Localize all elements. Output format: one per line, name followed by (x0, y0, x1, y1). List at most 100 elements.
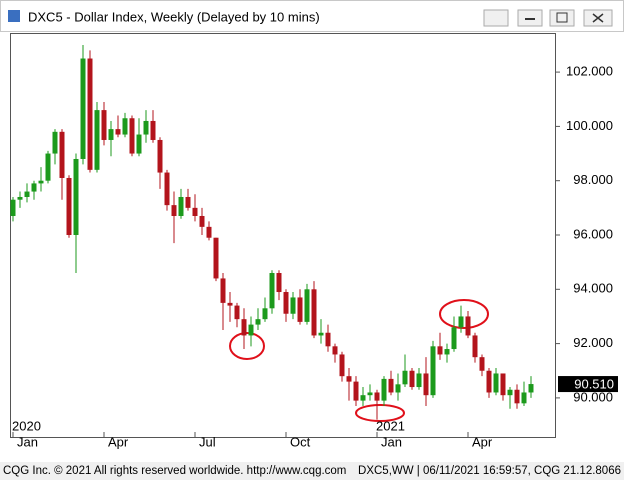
candle-body (10, 199, 16, 216)
year-label: 2021 (376, 418, 405, 433)
candle-body (472, 335, 478, 358)
link-button[interactable] (483, 9, 509, 27)
candle-body (514, 389, 520, 404)
candle-body (38, 180, 44, 184)
candle-body (129, 118, 135, 154)
candle-body (234, 305, 240, 320)
y-tick-label: 102.000 (566, 64, 613, 79)
candle-body (150, 120, 156, 140)
candle-body (318, 332, 324, 336)
candle-body (276, 273, 282, 293)
candle-body (31, 183, 37, 192)
app-icon (8, 10, 20, 22)
candle-body (332, 346, 338, 355)
candle-body (227, 302, 233, 306)
x-tick-label: Jul (199, 434, 216, 449)
candle-body (213, 237, 219, 279)
maximize-icon (556, 12, 568, 23)
candle-body (283, 292, 289, 314)
y-tick-label: 100.000 (566, 118, 613, 133)
candle-body (185, 196, 191, 208)
candle-body (325, 332, 331, 347)
status-bar (0, 462, 624, 480)
candle-body (486, 370, 492, 393)
candle-body (297, 297, 303, 322)
close-icon (592, 13, 604, 23)
candle-body (164, 172, 170, 206)
candle-body (521, 392, 527, 404)
candle-body (507, 389, 513, 396)
candle-body (353, 381, 359, 401)
candle-body (108, 129, 114, 140)
candle-body (143, 120, 149, 135)
x-tick-label: Oct (290, 434, 311, 449)
candle-body (171, 205, 177, 216)
x-tick-label: Jan (17, 434, 38, 449)
candle-body (157, 139, 163, 173)
candle-body (367, 392, 373, 396)
x-tick-label: Apr (108, 434, 129, 449)
candle-body (290, 297, 296, 314)
candle-body (269, 273, 275, 309)
candle-body (178, 196, 184, 216)
candle-body (409, 370, 415, 388)
candle-body (220, 278, 226, 303)
y-tick-label: 98.000 (573, 172, 613, 187)
candle-body (241, 319, 247, 336)
candle-body (66, 177, 72, 235)
y-tick-label: 90.000 (573, 389, 613, 404)
candle-body (339, 354, 345, 377)
candle-body (59, 131, 65, 178)
candle-body (381, 378, 387, 401)
footer-left: CQG Inc. © 2021 All rights reserved worl… (3, 465, 346, 477)
candle-body (493, 373, 499, 393)
highlight-circle (229, 332, 265, 360)
candle-body (451, 327, 457, 350)
candle-body (465, 316, 471, 336)
maximize-button[interactable] (549, 9, 575, 27)
candle-body (206, 226, 212, 238)
candle-body (423, 373, 429, 396)
candle-body (395, 384, 401, 393)
highlight-circle (355, 404, 405, 422)
candle-body (87, 58, 93, 170)
last-price-box (558, 376, 618, 393)
candle-body (262, 308, 268, 320)
candle-body (255, 319, 261, 325)
candle-body (80, 58, 86, 159)
candle-body (192, 207, 198, 216)
candle-body (52, 131, 58, 154)
x-tick-label: Jan (381, 434, 402, 449)
candle-body (115, 129, 121, 135)
candle-body (304, 289, 310, 322)
candle-body (346, 376, 352, 382)
candle-body (528, 384, 534, 393)
candle-body (17, 196, 23, 200)
candle-body (437, 346, 443, 355)
candle-body (430, 346, 436, 396)
candle-body (402, 370, 408, 385)
candle-body (388, 378, 394, 393)
candle-body (500, 373, 506, 396)
y-tick-label: 94.000 (573, 281, 613, 296)
candle-body (94, 110, 100, 170)
candle-body (444, 349, 450, 355)
window-title: DXC5 - Dollar Index, Weekly (Delayed by … (28, 9, 320, 24)
candle-body (122, 118, 128, 135)
candle-body (199, 215, 205, 227)
candle-body (360, 395, 366, 401)
candle-body (136, 134, 142, 154)
candle-body (73, 158, 79, 235)
year-label: 2020 (12, 418, 41, 433)
y-tick-label: 96.000 (573, 226, 613, 241)
plot-area (10, 33, 556, 438)
candle-body (479, 357, 485, 371)
footer-right: DXC5,WW | 06/11/2021 16:59:57, CQG 21.12… (358, 465, 621, 477)
candle-body (458, 316, 464, 328)
candle-body (311, 289, 317, 336)
y-tick-label: 92.000 (573, 335, 613, 350)
candle-body (45, 153, 51, 181)
last-price-label: 90.510 (574, 376, 614, 391)
candle-body (248, 324, 254, 336)
